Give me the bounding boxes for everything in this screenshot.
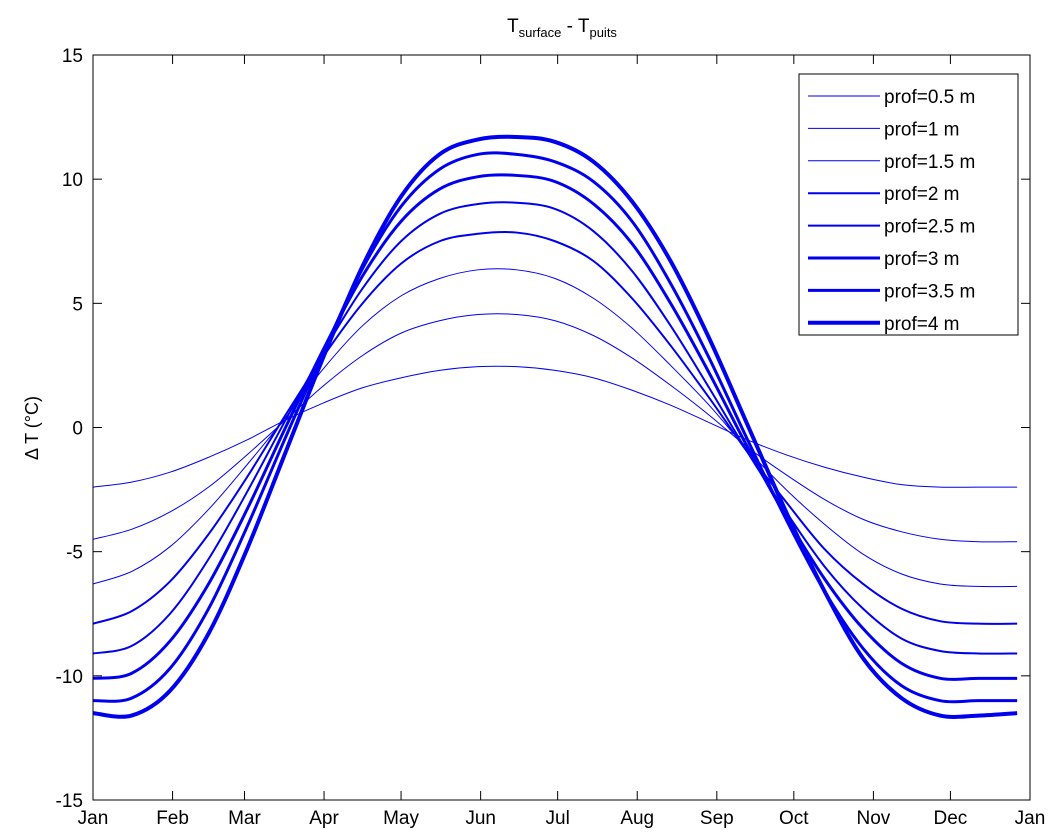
legend: prof=0.5 m prof=1 m prof=1.5 m prof=2 m prof… (798, 73, 1019, 336)
series-line-8 (92, 134, 1018, 719)
x-ticks: Jan Feb Mar Apr May Jun Jul Aug Sep Oct Nov Dec Jan (78, 55, 1046, 829)
legend-label: prof=2.5 m (884, 217, 975, 238)
y-tick-label: 15 (62, 46, 83, 67)
x-tick-label: Sep (700, 808, 734, 829)
legend-label: prof=2 m (884, 184, 960, 205)
y-ticks: -15 -10 -5 0 5 10 15 (56, 46, 1030, 812)
series-line-6 (92, 173, 1018, 681)
title-sub-puits: puits (589, 25, 617, 40)
x-tick-label: May (383, 808, 419, 829)
chart-title: Tsurface - Tpuits (507, 16, 617, 40)
y-tick-label: -10 (56, 667, 83, 688)
x-tick-label: Jan (78, 808, 109, 829)
series-line-2 (92, 313, 1018, 543)
legend-label: prof=1.5 m (884, 152, 975, 173)
x-tick-label: Feb (156, 808, 189, 829)
legend-label: prof=3 m (884, 249, 960, 270)
legend-label: prof=0.5 m (884, 87, 975, 108)
series-line-3 (92, 268, 1018, 588)
x-tick-label: Oct (779, 808, 809, 829)
y-tick-label: -15 (56, 791, 83, 812)
title-separator: - T (561, 16, 590, 37)
title-sub-surface: surface (519, 25, 562, 40)
legend-label: prof=3.5 m (884, 281, 975, 302)
x-tick-label: Apr (309, 808, 339, 829)
x-tick-label: Aug (620, 808, 654, 829)
y-axis-label: Δ T (°C) (22, 396, 42, 460)
y-tick-label: -5 (66, 543, 83, 564)
legend-label: prof=1 m (884, 119, 960, 140)
title-main: T (507, 16, 519, 37)
series-line-5 (92, 201, 1018, 655)
y-tick-label: 10 (62, 170, 83, 191)
x-tick-label: Mar (228, 808, 261, 829)
y-tick-label: 5 (72, 294, 83, 315)
series-line-1 (92, 365, 1018, 488)
x-tick-label: Jun (465, 808, 496, 829)
series-line-7 (92, 151, 1018, 704)
x-tick-label: Nov (857, 808, 891, 829)
legend-label: prof=4 m (884, 314, 960, 335)
y-tick-label: 0 (72, 419, 83, 440)
series-group (92, 134, 1018, 719)
x-tick-label: Jul (546, 808, 570, 829)
x-tick-label: Jan (1015, 808, 1046, 829)
series-line-4 (92, 231, 1018, 625)
x-tick-label: Dec (934, 808, 968, 829)
